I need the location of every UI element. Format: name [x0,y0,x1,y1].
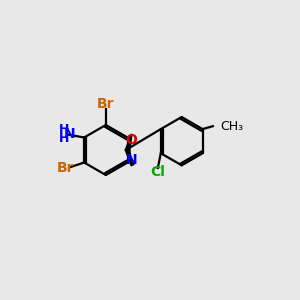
Text: Br: Br [97,98,115,111]
Text: H: H [59,123,70,136]
Text: Cl: Cl [150,165,165,179]
Text: O: O [126,133,137,147]
Text: CH₃: CH₃ [220,120,243,133]
Text: N: N [126,153,137,167]
Text: N: N [64,127,76,141]
Text: Br: Br [57,161,75,176]
Text: H: H [59,132,70,145]
